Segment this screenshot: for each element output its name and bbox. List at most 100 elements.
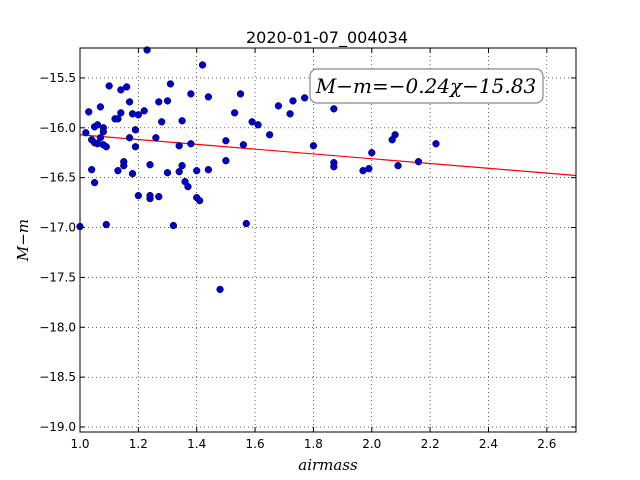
data-point	[368, 149, 376, 157]
y-tick-label: −16.5	[39, 171, 76, 185]
x-tick-label: 2.4	[479, 437, 498, 451]
y-axis-label: M−m	[14, 219, 32, 262]
fit-annotation: M−m=−0.24χ−15.83	[309, 68, 544, 104]
y-tick-label: −17.5	[39, 270, 76, 284]
data-point	[222, 137, 230, 145]
data-point	[114, 167, 122, 175]
data-point	[158, 118, 166, 126]
data-point	[178, 162, 186, 170]
data-point	[166, 80, 175, 88]
data-point	[155, 98, 163, 106]
data-points	[76, 46, 440, 294]
fit-line	[79, 134, 577, 177]
data-point	[163, 169, 172, 177]
data-point	[90, 178, 99, 187]
x-tick-label: 1.8	[304, 437, 323, 451]
data-point	[414, 158, 423, 166]
data-point	[117, 109, 125, 117]
data-point	[289, 97, 297, 105]
data-point	[178, 117, 186, 125]
data-point	[230, 109, 239, 117]
x-tick-label: 1.0	[70, 437, 89, 451]
data-point	[394, 162, 402, 170]
data-point	[134, 191, 143, 200]
y-tick-label: −16.0	[39, 121, 76, 135]
data-point	[85, 108, 93, 116]
y-tick-label: −15.5	[39, 71, 76, 85]
data-point	[204, 166, 213, 174]
data-point	[82, 129, 90, 137]
chart-title: 2020-01-07_004034	[246, 28, 408, 48]
grid	[79, 48, 576, 432]
data-point	[222, 157, 230, 165]
data-point	[175, 168, 183, 176]
data-point	[99, 128, 107, 136]
data-point	[88, 166, 96, 174]
data-point	[365, 165, 373, 173]
data-point	[254, 121, 262, 129]
x-axis-label: airmass	[298, 456, 358, 474]
data-point	[163, 97, 172, 105]
y-tick-label: −18.5	[39, 370, 76, 384]
data-point	[248, 118, 256, 126]
data-point	[146, 161, 154, 169]
x-tick-label: 2.2	[421, 437, 440, 451]
data-point	[330, 105, 338, 113]
x-tick-label: 1.2	[129, 437, 148, 451]
data-point	[236, 90, 245, 98]
data-point	[286, 110, 294, 118]
x-tick-label: 1.6	[246, 437, 265, 451]
data-point	[391, 131, 399, 139]
data-point	[330, 163, 338, 171]
data-point	[184, 182, 192, 191]
data-point	[155, 192, 163, 201]
data-point	[140, 107, 148, 115]
data-point	[134, 111, 143, 119]
data-point	[169, 221, 178, 230]
plot-frame	[79, 47, 577, 433]
data-point	[187, 90, 195, 98]
data-point	[120, 158, 128, 166]
data-point	[102, 220, 110, 229]
x-tick-label: 2.6	[537, 437, 556, 451]
data-point	[131, 143, 140, 151]
data-point	[239, 141, 248, 149]
data-point	[216, 285, 224, 294]
y-tick-label: −18.0	[39, 320, 76, 334]
y-tick-label: −17.0	[39, 221, 76, 235]
y-tick-label: −19.0	[39, 420, 76, 434]
data-point	[309, 142, 318, 150]
axis-ticks: 1.0 1.2 1.4 1.6 1.8 2.0 2.2 2.4 2.6 −15.5 −16.0 −16…	[39, 48, 576, 451]
data-point	[204, 93, 213, 101]
data-point	[114, 115, 122, 123]
data-point	[128, 170, 137, 178]
data-point	[175, 142, 183, 150]
data-point	[152, 134, 160, 142]
data-point	[105, 82, 113, 90]
data-point	[123, 83, 131, 91]
data-point	[198, 61, 207, 69]
data-point	[96, 103, 105, 111]
data-point	[195, 196, 204, 205]
data-point	[146, 191, 154, 200]
data-point	[301, 94, 309, 102]
data-point	[187, 140, 195, 148]
data-point	[432, 140, 440, 148]
x-tick-label: 2.0	[362, 437, 381, 451]
data-point	[131, 126, 140, 134]
data-point	[93, 121, 102, 129]
data-point	[102, 143, 110, 151]
data-point	[274, 102, 283, 110]
data-point	[125, 134, 134, 142]
x-tick-label: 1.4	[187, 437, 206, 451]
data-point	[193, 167, 201, 175]
annotation-frame	[309, 68, 544, 104]
data-point	[265, 131, 274, 139]
fit-line-layer	[79, 134, 577, 177]
data-point	[242, 219, 250, 228]
data-point	[96, 134, 105, 142]
annotation-text: M−m=−0.24χ−15.83	[315, 74, 536, 98]
data-point	[125, 98, 134, 106]
data-point	[117, 86, 125, 94]
